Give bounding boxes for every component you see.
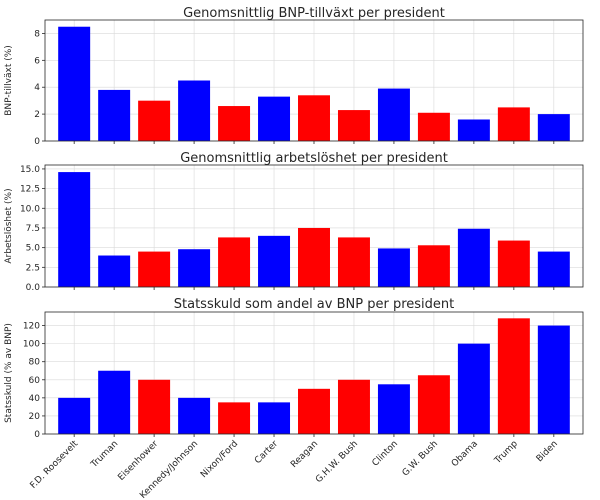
national-debt-ytick-label: 0 — [34, 430, 40, 440]
national-debt-ytick-label: 80 — [29, 358, 41, 368]
gdp-growth-bar — [218, 106, 251, 141]
category-label: F.D. Roosevelt — [29, 439, 81, 491]
category-label: Trump — [492, 439, 520, 467]
category-label: G.W. Bush — [401, 439, 440, 478]
unemployment-bar — [337, 237, 370, 287]
national-debt-bar — [58, 397, 91, 434]
gdp-growth-ytick-label: 0 — [34, 137, 40, 147]
unemployment-bar — [218, 237, 251, 287]
category-label: Reagan — [289, 439, 320, 470]
category-label: Truman — [89, 439, 121, 471]
gdp-growth-bar — [497, 107, 530, 141]
gdp-growth-bar — [457, 119, 490, 141]
national-debt-ytick-label: 120 — [23, 322, 40, 332]
gdp-growth-panel: 0 2 4 6 8 Genomsnittlig BNP-tillväxt per pres… — [4, 6, 584, 147]
national-debt-bar — [457, 343, 490, 434]
national-debt-bar — [218, 402, 251, 434]
category-label: Obama — [450, 439, 480, 469]
unemployment-title: Genomsnittlig arbetslöshet per president — [180, 151, 448, 166]
gdp-growth-bar — [417, 112, 450, 141]
gdp-growth-bar — [98, 89, 131, 141]
gdp-growth-bar — [537, 114, 570, 141]
category-label: G.H.W. Bush — [314, 439, 360, 485]
national-debt-bar — [258, 402, 291, 434]
gdp-growth-bar — [58, 26, 91, 141]
unemployment-bar — [178, 249, 211, 287]
national-debt-panel: 0 20 40 60 80 100 120 Statsskuld som andel av B… — [4, 297, 584, 500]
gdp-growth-bar — [138, 100, 171, 141]
national-debt-bar — [98, 370, 131, 434]
national-debt-bar — [138, 379, 171, 434]
national-debt-ylabel: Statsskuld (% av BNP) — [4, 323, 14, 423]
national-debt-ytick-label: 20 — [29, 412, 41, 422]
gdp-growth-ylabel: BNP-tillväxt (%) — [4, 45, 14, 116]
national-debt-bar — [178, 397, 211, 434]
gdp-growth-bar — [298, 95, 330, 141]
national-debt-ytick-label: 60 — [29, 376, 41, 386]
national-debt-ytick-label: 100 — [23, 340, 40, 350]
gdp-growth-ytick-label: 4 — [34, 83, 40, 93]
unemployment-bar — [497, 240, 530, 287]
unemployment-bar — [537, 251, 570, 287]
gdp-growth-ytick-label: 2 — [34, 110, 40, 120]
national-debt-ytick-label: 40 — [29, 394, 41, 404]
category-label: Carter — [253, 439, 280, 466]
unemployment-bar — [58, 172, 91, 287]
unemployment-bar — [377, 248, 410, 287]
unemployment-bar — [417, 245, 450, 287]
unemployment-bar — [98, 255, 131, 287]
national-debt-bar — [298, 388, 330, 434]
unemployment-bar — [298, 227, 330, 287]
unemployment-ytick-label: 15.0 — [20, 165, 40, 175]
unemployment-ytick-label: 0.0 — [26, 283, 41, 293]
unemployment-ytick-label: 10.0 — [20, 204, 40, 214]
national-debt-bar — [497, 318, 530, 434]
gdp-growth-title: Genomsnittlig BNP-tillväxt per president — [183, 6, 445, 21]
national-debt-bar — [377, 384, 410, 434]
gdp-growth-bar — [258, 96, 291, 141]
unemployment-ytick-label: 2.5 — [26, 263, 40, 273]
gdp-growth-bar — [178, 80, 211, 141]
national-debt-bar — [417, 375, 450, 434]
category-label: Eisenhower — [116, 439, 160, 483]
gdp-growth-ytick-label: 8 — [34, 29, 40, 39]
national-debt-bar — [337, 379, 370, 434]
unemployment-ytick-label: 7.5 — [26, 224, 40, 234]
unemployment-ylabel: Arbetslöshet (%) — [4, 188, 14, 263]
category-label: Nixon/Ford — [199, 439, 240, 480]
national-debt-title: Statsskuld som andel av BNP per presiden… — [174, 297, 454, 312]
category-label: Biden — [535, 439, 560, 464]
gdp-growth-bar — [337, 110, 370, 141]
unemployment-panel: 0.0 2.5 5.0 7.5 10.0 12.5 15.0 Genomsnittlig ar… — [4, 151, 584, 293]
unemployment-ytick-label: 12.5 — [20, 185, 40, 195]
category-label: Clinton — [371, 439, 401, 469]
unemployment-bar — [138, 251, 171, 287]
national-debt-bar — [537, 325, 570, 434]
unemployment-ytick-label: 5.0 — [26, 244, 41, 254]
gdp-growth-bar — [377, 88, 410, 141]
unemployment-bar — [457, 228, 490, 287]
gdp-growth-ytick-label: 6 — [34, 56, 40, 66]
unemployment-bar — [258, 235, 291, 287]
